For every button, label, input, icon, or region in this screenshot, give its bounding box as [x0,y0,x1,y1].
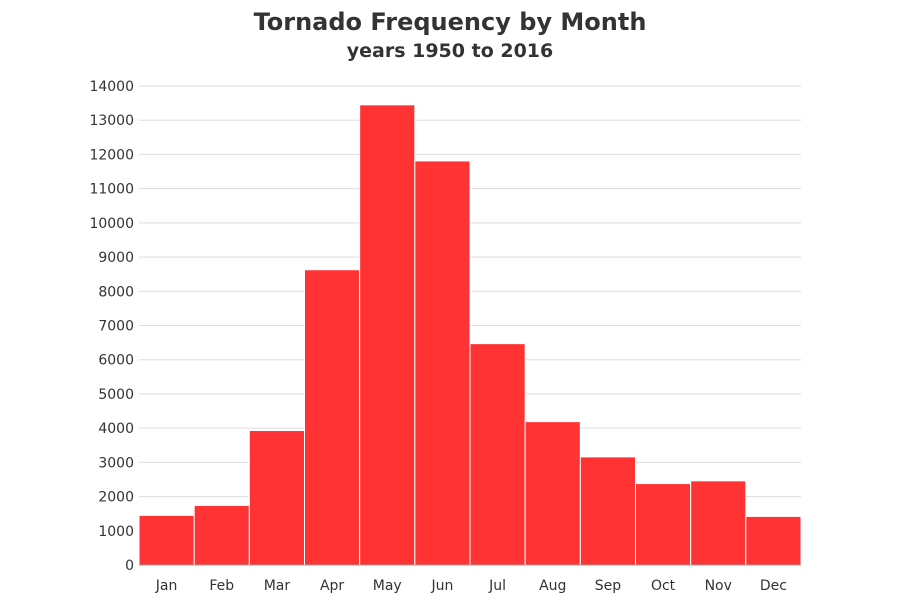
y-tick-label: 13000 [89,113,134,129]
x-tick-label: Jun [430,578,453,594]
x-tick-label: Aug [539,578,566,594]
bar-nov [690,480,747,566]
bar-sep [579,456,636,566]
x-tick-label: Jul [488,578,506,594]
x-tick-label: Jan [155,578,178,594]
bar-feb [193,504,250,566]
y-tick-label: 3000 [98,455,134,471]
y-tick-label: 6000 [98,353,134,369]
x-tick-label: May [373,578,402,594]
y-tick-label: 10000 [89,216,134,232]
x-tick-label: Oct [651,578,676,594]
y-tick-label: 14000 [89,79,134,95]
bar-jun [414,160,471,566]
x-tick-label: Dec [760,578,787,594]
y-tick-label: 1000 [98,524,134,540]
x-tick-label: Sep [595,578,622,594]
y-tick-label: 2000 [98,490,134,506]
y-tick-label: 0 [125,558,134,574]
y-tick-label: 7000 [98,319,134,335]
x-tick-label: Nov [705,578,732,594]
x-tick-label: Mar [264,578,291,594]
y-tick-label: 11000 [89,182,134,198]
bar-jan [138,514,195,566]
x-tick-label: Feb [209,578,234,594]
bar-apr [304,269,361,566]
y-tick-label: 9000 [98,250,134,266]
bar-mar [248,430,305,566]
bar-aug [524,421,581,566]
bar-dec [745,515,802,566]
bar-may [359,104,416,566]
y-tick-label: 12000 [89,147,134,163]
bar-oct [635,483,692,566]
bar-jul [469,343,526,566]
y-tick-label: 8000 [98,284,134,300]
x-tick-label: Apr [320,578,344,594]
y-tick-label: 5000 [98,387,134,403]
chart-subtitle: years 1950 to 2016 [346,40,554,62]
y-tick-label: 4000 [98,421,134,437]
chart-title: Tornado Frequency by Month [253,8,647,36]
